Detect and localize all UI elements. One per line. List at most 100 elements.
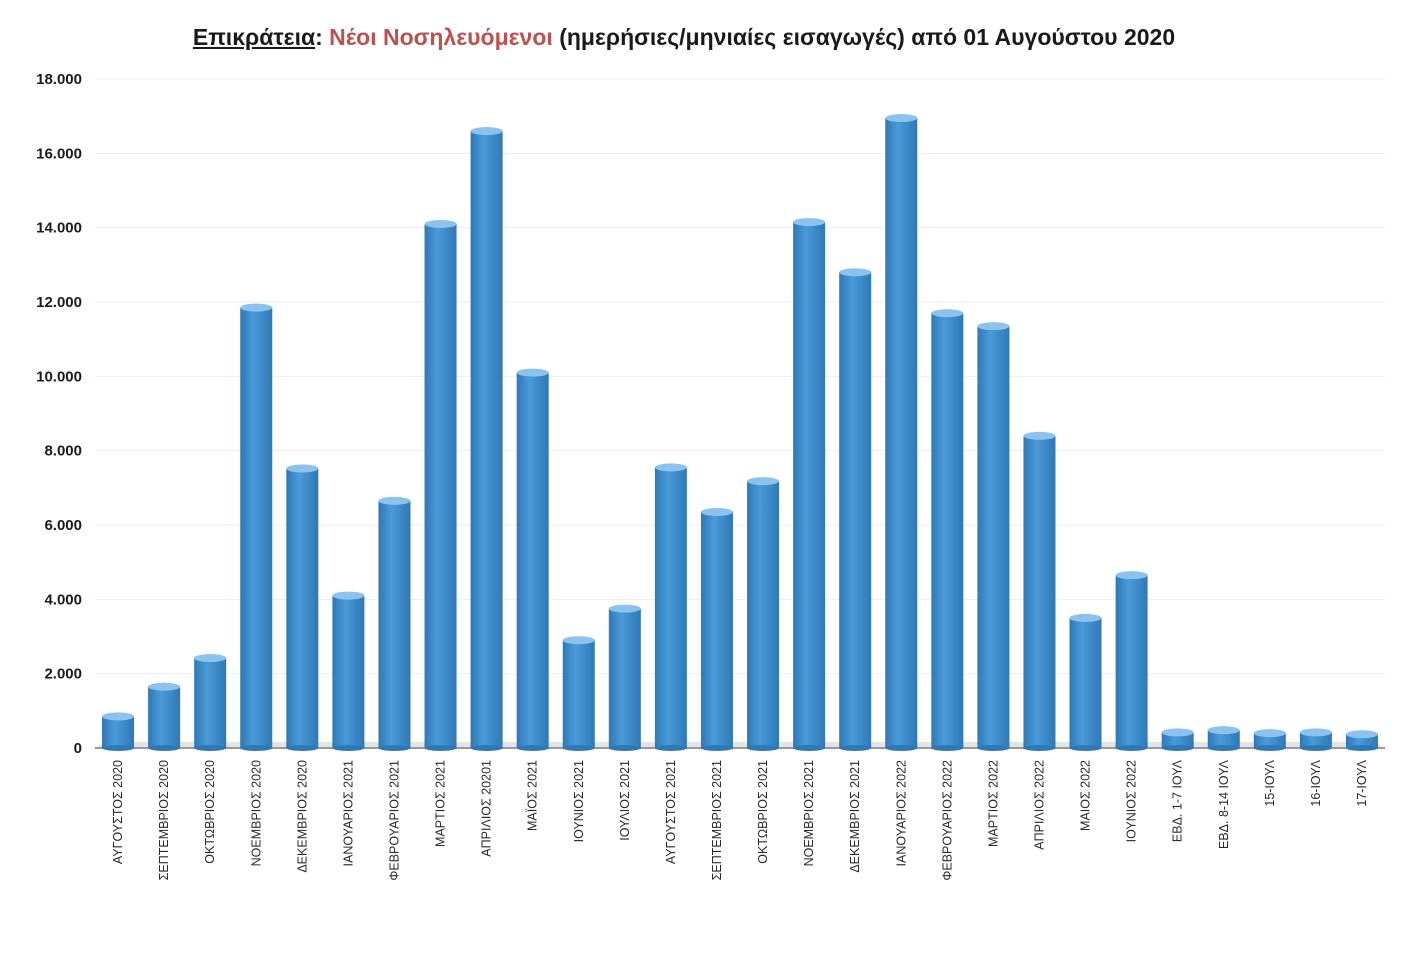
bar xyxy=(1345,730,1378,751)
x-tick-label: ΙΟΥΝΙΟΣ 2021 xyxy=(572,760,586,842)
bar-top xyxy=(1115,571,1148,580)
bar-base xyxy=(1069,745,1102,751)
bar-top xyxy=(562,636,595,645)
bar-top xyxy=(424,219,457,228)
x-tick-label: ΑΥΓΟΥΣΤΟΣ 2020 xyxy=(111,760,125,864)
bar-body xyxy=(562,640,595,748)
x-tick-label: ΟΚΤΩΒΡΙΟΣ 2021 xyxy=(756,760,770,864)
bar xyxy=(102,712,135,751)
bar-base xyxy=(286,745,319,751)
bar-base xyxy=(654,745,687,751)
bar xyxy=(470,127,503,751)
bar xyxy=(1161,728,1194,751)
y-tick-label: 2.000 xyxy=(44,666,82,683)
bar-top xyxy=(286,464,319,473)
bar-body xyxy=(424,223,457,748)
bar-base xyxy=(700,745,733,751)
bar-top xyxy=(1069,613,1102,622)
bar-base xyxy=(608,745,641,751)
bar xyxy=(1207,726,1240,751)
bar-top xyxy=(700,507,733,516)
bar-top xyxy=(747,477,780,486)
x-tick-label: ΜΑΙΟΣ 2022 xyxy=(1079,760,1093,831)
bar xyxy=(286,464,319,751)
bar-top xyxy=(194,654,227,663)
bar xyxy=(654,463,687,751)
bar-top xyxy=(931,309,964,318)
bar-body xyxy=(1115,575,1148,748)
bar-top xyxy=(1161,728,1194,737)
y-tick-label: 10.000 xyxy=(36,368,82,385)
bar-base xyxy=(148,745,181,751)
bar-base xyxy=(102,745,135,751)
x-tick-label: ΙΑΝΟΥΑΡΙΟΣ 2022 xyxy=(894,760,908,866)
bar xyxy=(747,477,780,751)
bar-top xyxy=(332,591,365,600)
bar-body xyxy=(378,500,411,748)
bar-body xyxy=(286,468,319,748)
bar-body xyxy=(608,608,641,748)
x-tick-label: ΙΑΝΟΥΑΡΙΟΣ 2021 xyxy=(341,760,355,866)
bar-body xyxy=(1023,435,1056,748)
bar xyxy=(1253,729,1286,751)
x-tick-label: ΑΠΡΙΛΙΟΣ 2022 xyxy=(1032,760,1046,850)
x-tick-label: ΦΕΒΡΟΥΑΡΙΟΣ 2022 xyxy=(940,760,954,881)
x-tick-label: 15-ΙΟΥΛ xyxy=(1263,759,1277,806)
bar xyxy=(562,636,595,751)
bar-top xyxy=(793,218,826,227)
bar-top xyxy=(378,496,411,505)
x-axis-labels: ΑΥΓΟΥΣΤΟΣ 2020 ΣΕΠΤΕΜΒΡΙΟΣ 2020 ΟΚΤΩΒΡΙΟΣ … xyxy=(111,759,1369,880)
x-tick-label: ΔΕΚΕΜΒΡΙΟΣ 2021 xyxy=(848,760,862,873)
bar-base xyxy=(793,745,826,751)
bar-base xyxy=(839,745,872,751)
bar-base xyxy=(516,745,549,751)
bar-body xyxy=(148,686,181,748)
bar xyxy=(332,591,365,751)
bar-base xyxy=(470,745,503,751)
bar xyxy=(1115,571,1148,751)
bar-body xyxy=(1069,617,1102,748)
grid-layer xyxy=(95,78,1385,675)
x-tick-label: ΙΟΥΛΙΟΣ 2021 xyxy=(618,760,632,841)
bar-top xyxy=(240,303,273,312)
bar-base xyxy=(194,745,227,751)
x-tick-label: ΣΕΠΤΕΜΒΡΙΟΣ 2021 xyxy=(710,760,724,880)
bar xyxy=(1023,431,1056,751)
y-tick-label: 18.000 xyxy=(36,71,82,88)
bar-base xyxy=(562,745,595,751)
x-tick-label: ΜΑΡΤΙΟΣ 2022 xyxy=(986,760,1000,847)
bar-base xyxy=(1115,745,1148,751)
bar xyxy=(700,507,733,751)
bar-base xyxy=(931,745,964,751)
bar xyxy=(885,114,918,751)
x-tick-label: ΝΟΕΜΒΡΙΟΣ 2021 xyxy=(802,760,816,866)
bar-body xyxy=(977,326,1010,748)
y-tick-label: 6.000 xyxy=(44,517,82,534)
axis-layer: 0 2.000 4.000 6.000 8.000 10.000 12.000 14.000 1… xyxy=(36,71,1385,757)
bar-body xyxy=(885,118,918,748)
bar-body xyxy=(1299,732,1332,748)
bar-body xyxy=(839,272,872,748)
bar-top xyxy=(1345,730,1378,739)
bar-body xyxy=(102,716,135,748)
bar-base xyxy=(424,745,457,751)
bar-top xyxy=(977,322,1010,331)
bar-top xyxy=(148,682,181,691)
bar-body xyxy=(654,467,687,748)
bar xyxy=(608,604,641,751)
title-separator: : xyxy=(315,24,323,50)
bar-top xyxy=(654,463,687,472)
bar-top xyxy=(885,114,918,123)
x-tick-label: ΝΟΕΜΒΡΙΟΣ 2020 xyxy=(249,760,263,866)
bar-base xyxy=(885,745,918,751)
y-tick-label: 0 xyxy=(74,740,82,757)
bar xyxy=(1069,613,1102,751)
bar xyxy=(931,309,964,751)
title-rest: (ημερήσιες/μηνιαίες εισαγωγές) από 01 Αυ… xyxy=(559,24,1176,50)
bar-body xyxy=(516,372,549,748)
y-tick-label: 8.000 xyxy=(44,443,82,460)
bar-body xyxy=(1253,733,1286,748)
bar-top xyxy=(470,127,503,136)
bar xyxy=(424,219,457,751)
